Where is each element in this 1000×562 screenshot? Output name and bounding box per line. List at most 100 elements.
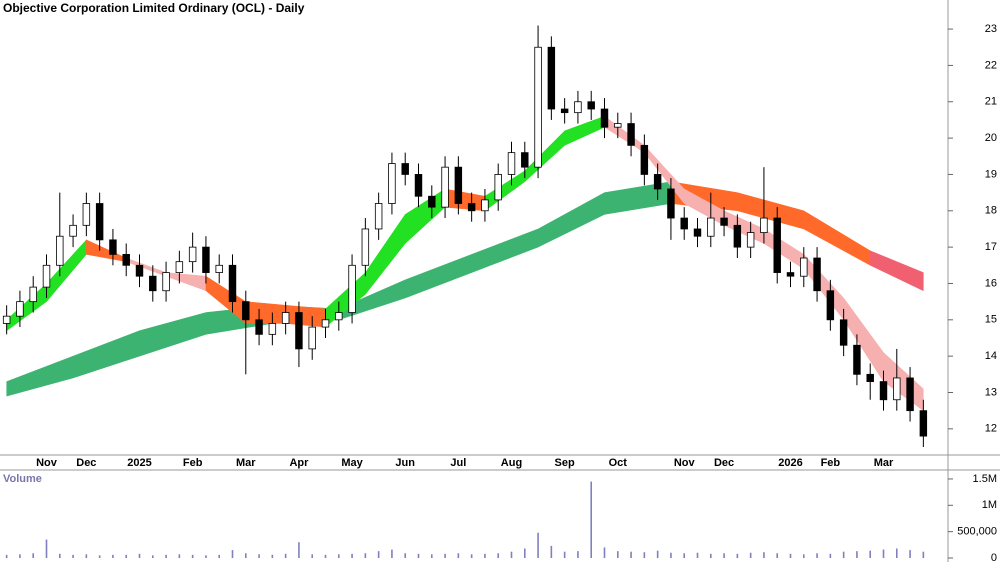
volume-bar (470, 554, 473, 558)
candle-body (348, 264, 356, 313)
candle-body (149, 275, 157, 292)
x-tick-label: Mar (874, 457, 894, 469)
candle-body (707, 217, 715, 237)
volume-bar (563, 551, 566, 558)
candle-body (866, 373, 874, 382)
candle-body (42, 264, 51, 288)
candle-body (441, 166, 449, 208)
y-tick-label: 0 (991, 552, 997, 562)
candle-body (135, 264, 144, 277)
candle-body (481, 199, 489, 212)
candle-body (839, 319, 848, 346)
x-tick-label: 2026 (778, 457, 802, 469)
volume-bar (630, 551, 632, 558)
volume-bar (656, 550, 659, 558)
candle-body (95, 203, 104, 241)
candle-body (401, 163, 409, 175)
x-tick-label: Feb (183, 457, 203, 469)
volume-bar (537, 532, 539, 558)
candle-body (826, 290, 835, 321)
candle-body (122, 253, 130, 266)
candle-body (188, 246, 197, 263)
candle-body (906, 377, 914, 412)
volume-bar (484, 553, 486, 558)
candle-body (786, 272, 795, 277)
volume-bar (85, 554, 88, 558)
volume-bar (125, 554, 128, 558)
volume-bar (670, 552, 672, 558)
volume-bar (191, 554, 194, 558)
x-tick-label: Mar (236, 457, 256, 469)
candle-body (494, 174, 502, 201)
chart-title: Objective Corporation Limited Ordinary (… (3, 1, 305, 15)
volume-bar (178, 554, 181, 558)
x-tick-label: Feb (821, 457, 841, 469)
volume-bar (112, 554, 114, 558)
candle-body (720, 217, 728, 226)
candle-body (2, 315, 11, 324)
y-tick-label: 20 (985, 132, 997, 144)
candle-body (640, 144, 649, 175)
candle-body (295, 312, 303, 350)
candle-body (202, 246, 210, 273)
candle-body (746, 232, 755, 248)
candle-body (69, 224, 77, 237)
volume-bar (723, 553, 725, 558)
candle-body (560, 108, 569, 114)
candle-body (614, 123, 622, 128)
y-tick-label: 1.5M (973, 473, 997, 485)
candle-body (693, 228, 702, 237)
volume-bar (776, 553, 779, 558)
volume-bar (922, 551, 925, 558)
y-tick-label: 15 (985, 314, 997, 326)
candle-body (813, 257, 821, 292)
candle-body (109, 239, 117, 255)
candle-body (879, 381, 888, 401)
volume-bar (802, 554, 805, 558)
volume-bar (244, 553, 247, 558)
candle-body (281, 312, 290, 324)
volume-bar (856, 551, 858, 558)
x-tick-label: Jun (395, 457, 415, 469)
volume-bar (19, 554, 21, 558)
volume-bar (590, 481, 593, 558)
candle-body (800, 257, 808, 277)
volume-bar (457, 553, 460, 558)
volume-bar (577, 551, 579, 558)
volume-bar (337, 554, 340, 558)
x-tick-label: Sep (555, 457, 575, 469)
candle-body (361, 228, 370, 266)
candle-body (268, 323, 277, 335)
x-tick-label: Apr (289, 457, 309, 469)
volume-bar (816, 553, 818, 558)
candle-body (521, 152, 529, 168)
candle-body (82, 203, 91, 226)
volume-bar (311, 554, 314, 558)
y-tick-label: 12 (985, 423, 997, 435)
x-tick-label: Nov (674, 457, 696, 469)
volume-bar (696, 552, 699, 558)
candle-body (388, 163, 396, 204)
y-tick-label: 1M (982, 499, 997, 511)
y-tick-label: 23 (985, 23, 997, 35)
candle-body (893, 377, 901, 401)
candle-body (162, 272, 170, 292)
candle-body (335, 312, 343, 321)
volume-bar (151, 555, 154, 558)
y-tick-label: 16 (985, 277, 997, 289)
ribbon-segment (285, 304, 326, 328)
volume-bar (284, 553, 287, 558)
volume-bar (763, 552, 765, 558)
volume-bar (231, 550, 234, 558)
candle-body (255, 319, 263, 335)
volume-bar (72, 554, 74, 558)
candle-body (733, 224, 742, 248)
volume-bar (404, 553, 407, 558)
volume-bar (45, 539, 48, 558)
volume-bar (165, 554, 167, 558)
candle-body (853, 344, 861, 375)
volume-bar (550, 545, 553, 558)
y-tick-label: 19 (985, 168, 997, 180)
volume-bar (909, 550, 911, 558)
